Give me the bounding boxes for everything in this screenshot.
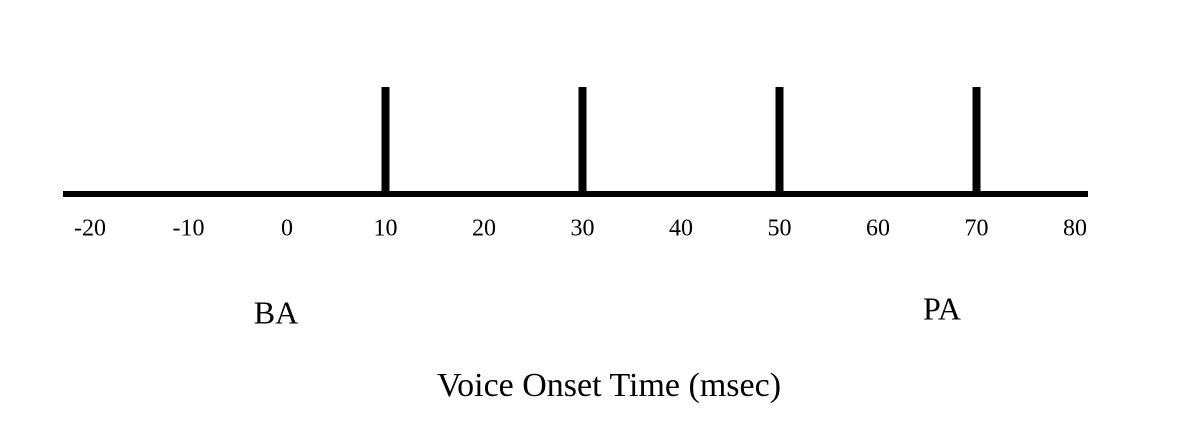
- x-tick-label: -20: [74, 216, 106, 242]
- marker-bar: [578, 87, 587, 194]
- x-tick-label: 70: [965, 216, 989, 242]
- x-tick-label: 60: [866, 216, 890, 242]
- marker-bar: [972, 87, 981, 194]
- marker-bar: [775, 87, 784, 194]
- x-tick-label: 20: [472, 216, 496, 242]
- marker-bar: [381, 87, 390, 194]
- x-tick-label: 80: [1063, 216, 1087, 242]
- x-tick-label: 50: [768, 216, 792, 242]
- annotation: BA: [254, 294, 298, 330]
- annotation: PA: [923, 290, 961, 326]
- axis-title: Voice Onset Time (msec): [437, 367, 781, 404]
- x-tick-label: 30: [571, 216, 595, 242]
- x-tick-label: 10: [374, 216, 398, 242]
- x-tick-label: -10: [173, 216, 205, 242]
- x-tick-label: 40: [669, 216, 693, 242]
- x-tick-label: 0: [281, 216, 293, 242]
